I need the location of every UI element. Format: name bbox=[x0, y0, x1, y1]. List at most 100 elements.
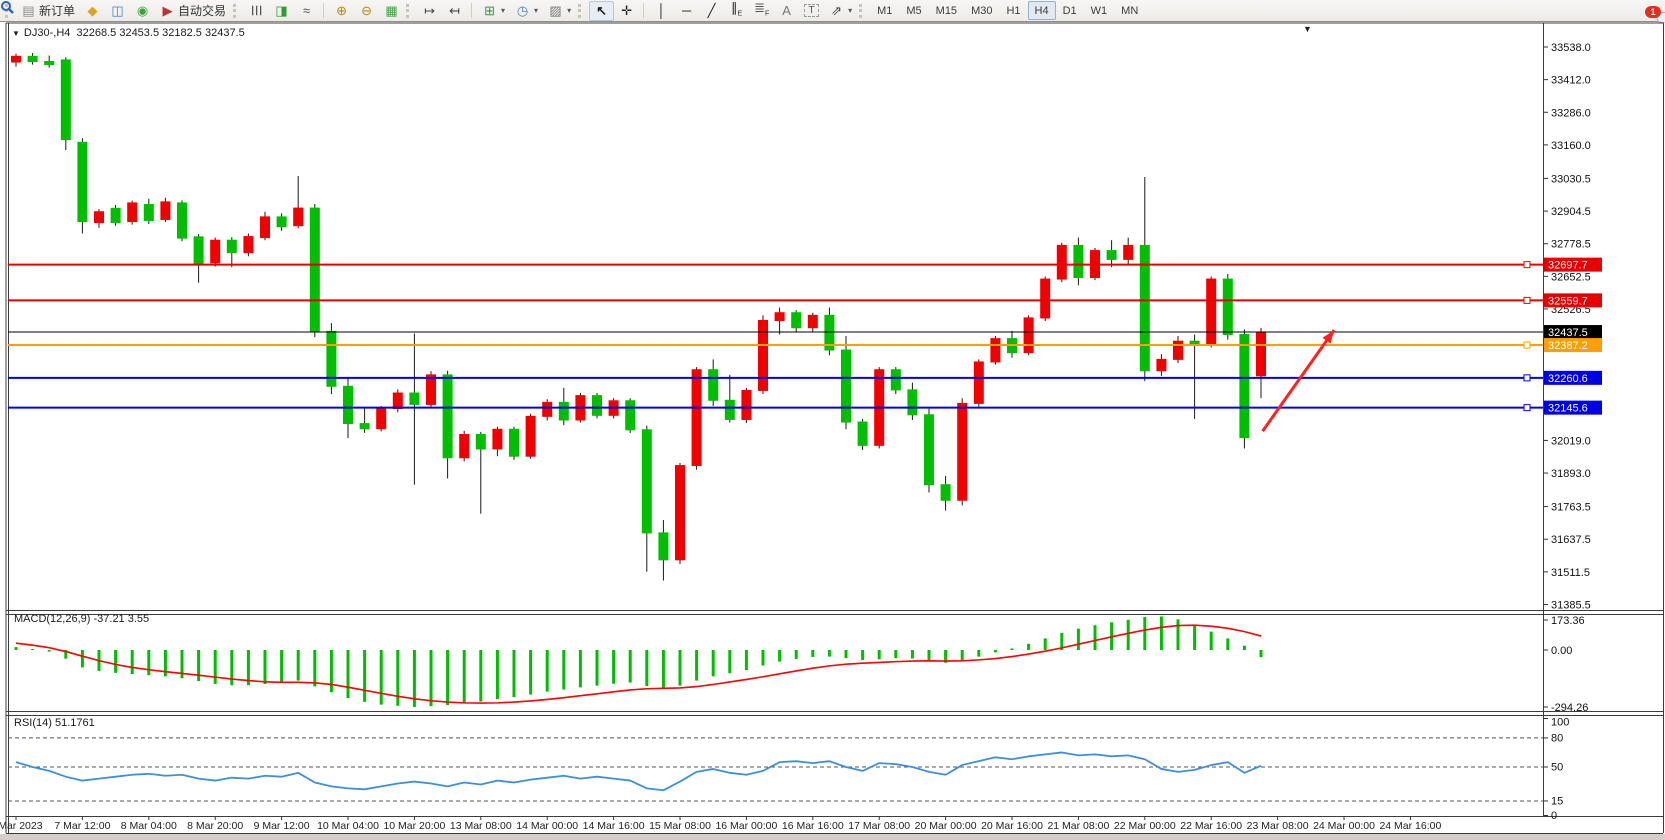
svg-text:33160.0: 33160.0 bbox=[1551, 140, 1591, 152]
crosshair-icon: ✛ bbox=[621, 3, 633, 18]
candle-body bbox=[774, 312, 785, 322]
zoom-in-button[interactable]: ⊕ bbox=[329, 1, 354, 21]
crosshair-button[interactable]: ✛ bbox=[614, 1, 639, 21]
collapse-triangle-icon[interactable]: ▼ bbox=[12, 29, 20, 38]
arrows-button[interactable]: ⇗ ▾ bbox=[824, 1, 857, 21]
bar-chart-button[interactable]: ☰ bbox=[244, 1, 269, 21]
toolbar-drag-handle[interactable] bbox=[578, 3, 585, 18]
line-handle[interactable] bbox=[1523, 261, 1531, 269]
line-chart-button[interactable]: ≈ bbox=[294, 1, 319, 21]
autoscroll-button[interactable]: ↦ bbox=[417, 1, 442, 21]
annotation-arrow[interactable] bbox=[1261, 329, 1336, 432]
candle-body bbox=[758, 320, 768, 391]
timeframe-h1-button[interactable]: H1 bbox=[1006, 4, 1021, 17]
candle-body bbox=[1040, 278, 1051, 319]
candle-body bbox=[27, 55, 38, 63]
candle-body bbox=[392, 392, 403, 410]
candle-body bbox=[1023, 317, 1034, 354]
autotrading-button[interactable]: ▶ 自动交易 bbox=[155, 1, 231, 21]
periods-button[interactable]: ◷ ▾ bbox=[510, 1, 543, 21]
candle-body bbox=[907, 389, 918, 416]
candle-body bbox=[376, 408, 387, 430]
svg-text:32019.0: 32019.0 bbox=[1551, 435, 1591, 447]
svg-text:33286.0: 33286.0 bbox=[1551, 107, 1591, 119]
candle-body bbox=[459, 433, 470, 459]
timeframe-d1-button[interactable]: D1 bbox=[1062, 4, 1077, 17]
candle-body bbox=[1206, 278, 1217, 346]
line-chart-icon: ≈ bbox=[302, 3, 311, 18]
chart-shift-button[interactable]: ↤ bbox=[442, 1, 467, 21]
rsi-label: RSI(14) bbox=[14, 717, 52, 729]
svg-text:-294.26: -294.26 bbox=[1551, 702, 1588, 714]
timeframe-m5-button[interactable]: M5 bbox=[906, 4, 922, 17]
line-handle[interactable] bbox=[1523, 296, 1531, 304]
candle-body bbox=[658, 532, 669, 561]
timeframe-w1-button[interactable]: W1 bbox=[1090, 4, 1108, 17]
candle-body bbox=[1239, 333, 1250, 439]
chart-window[interactable]: 33538.0 33412.0 33286.0 33160.0 33030.5 32904… bbox=[0, 22, 1665, 840]
notification-badge: 1 bbox=[1645, 5, 1661, 18]
svg-text:9 Mar 12:00: 9 Mar 12:00 bbox=[254, 820, 310, 832]
timeframe-mn-button[interactable]: MN bbox=[1121, 4, 1139, 17]
text-button[interactable]: A bbox=[774, 1, 799, 21]
rsi-value: 51.1761 bbox=[54, 717, 95, 729]
toolbar-drag-handle[interactable] bbox=[859, 3, 866, 18]
toolbar-separator bbox=[323, 3, 325, 18]
ohlc-values: 32268.5 32453.5 32182.5 32437.5 bbox=[76, 27, 245, 39]
line-handle[interactable] bbox=[1523, 404, 1531, 412]
signals-button[interactable]: ◫ bbox=[105, 1, 130, 21]
timeframe-m15-button[interactable]: M15 bbox=[935, 4, 958, 17]
fibonacci-button[interactable]: ≣F bbox=[749, 0, 774, 21]
svg-text:10 Mar 20:00: 10 Mar 20:00 bbox=[383, 820, 445, 832]
search-icon bbox=[1, 1, 14, 14]
panel-borders bbox=[5, 22, 1664, 834]
timeframe-h4-button[interactable]: H4 bbox=[1027, 1, 1056, 20]
text-label-button[interactable]: T bbox=[799, 1, 824, 21]
macd-label: MACD(12,26,9) bbox=[14, 613, 91, 625]
timeframe-m1-button[interactable]: M1 bbox=[877, 4, 893, 17]
candle-body bbox=[542, 401, 553, 417]
svg-text:0.00: 0.00 bbox=[1551, 645, 1572, 657]
broadcast-icon: ◉ bbox=[136, 3, 149, 18]
toolbar-drag-handle[interactable] bbox=[233, 3, 240, 18]
candle-body bbox=[890, 369, 901, 391]
candle-body bbox=[1123, 244, 1134, 260]
candle-body bbox=[1073, 244, 1084, 279]
market-button[interactable]: ◆ bbox=[80, 1, 105, 21]
candle-body bbox=[708, 369, 719, 401]
broadcast-button[interactable]: ◉ bbox=[130, 1, 155, 21]
indicators-button[interactable]: ⊞ ▾ bbox=[477, 1, 510, 21]
macd-panel: 173.36 0.00 -294.26 bbox=[14, 615, 1588, 714]
macd-signal-line bbox=[15, 624, 1262, 704]
tile-windows-button[interactable]: ▦ bbox=[379, 1, 404, 21]
new-order-button[interactable]: ▤ 新订单 bbox=[16, 1, 80, 21]
svg-text:31637.5: 31637.5 bbox=[1551, 534, 1591, 546]
svg-text:32260.6: 32260.6 bbox=[1548, 373, 1588, 385]
svg-text:32559.7: 32559.7 bbox=[1548, 295, 1588, 307]
candle-body bbox=[409, 392, 420, 405]
toolbar-drag-handle[interactable] bbox=[406, 3, 413, 18]
line-handle[interactable] bbox=[1523, 374, 1531, 382]
vertical-line-button[interactable]: │ bbox=[649, 1, 674, 21]
candle-chart-button[interactable]: ◨ bbox=[269, 1, 294, 21]
candle-body bbox=[243, 236, 254, 254]
svg-text:31511.5: 31511.5 bbox=[1551, 567, 1590, 579]
templates-button[interactable]: ▨ ▾ bbox=[543, 1, 576, 21]
timeframe-m30-button[interactable]: M30 bbox=[971, 4, 993, 17]
cursor-button[interactable]: ↖ bbox=[589, 0, 615, 21]
svg-text:13 Mar 08:00: 13 Mar 08:00 bbox=[450, 820, 512, 832]
svg-text:31893.0: 31893.0 bbox=[1551, 468, 1591, 480]
chart-shift-marker[interactable]: ▼ bbox=[1303, 24, 1312, 34]
zoom-out-button[interactable]: ⊖ bbox=[354, 1, 379, 21]
tile-windows-icon: ▦ bbox=[385, 3, 398, 18]
text-icon: A bbox=[782, 3, 791, 18]
line-handle[interactable] bbox=[1523, 341, 1531, 349]
trendline-button[interactable]: ╱ bbox=[699, 1, 724, 21]
svg-text:32697.7: 32697.7 bbox=[1548, 260, 1588, 272]
candle-body bbox=[1139, 244, 1150, 372]
candle-body bbox=[1106, 250, 1117, 260]
horizontal-line-button[interactable]: ─ bbox=[674, 1, 699, 21]
svg-text:20 Mar 16:00: 20 Mar 16:00 bbox=[981, 820, 1043, 832]
channel-button[interactable]: ∥E bbox=[724, 0, 749, 21]
toolbar-separator bbox=[643, 3, 645, 18]
